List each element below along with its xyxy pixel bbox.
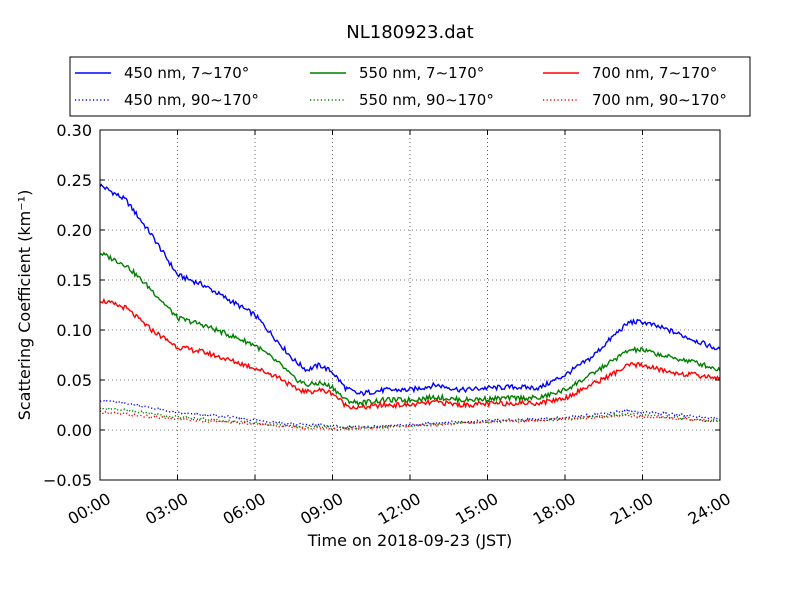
y-tick-label: −0.05 xyxy=(43,471,92,490)
y-tick-label: 0.05 xyxy=(56,371,92,390)
x-tick-label: 03:00 xyxy=(142,489,191,529)
y-tick-label: 0.25 xyxy=(56,171,92,190)
x-axis-label: Time on 2018-09-23 (JST) xyxy=(307,531,512,550)
x-tick-label: 12:00 xyxy=(375,489,424,529)
y-tick-label: 0.10 xyxy=(56,321,92,340)
series-layer xyxy=(99,183,721,432)
legend-label: 450 nm, 90∼170° xyxy=(124,91,259,109)
series-line xyxy=(99,398,721,430)
series-line xyxy=(99,406,721,431)
x-tick-label: 00:00 xyxy=(65,489,114,529)
legend-label: 550 nm, 90∼170° xyxy=(359,91,494,109)
y-tick-label: 0.30 xyxy=(56,121,92,140)
chart-title: NL180923.dat xyxy=(346,22,473,43)
y-axis-label: Scattering Coefficient (km⁻¹) xyxy=(15,190,34,421)
x-tick-label: 09:00 xyxy=(297,489,346,529)
x-tick-label: 21:00 xyxy=(607,489,656,529)
series-line xyxy=(99,410,721,432)
x-tick-label: 24:00 xyxy=(685,489,734,529)
legend-label: 550 nm, 7∼170° xyxy=(359,64,484,82)
legend-label: 450 nm, 7∼170° xyxy=(124,64,249,82)
series-line xyxy=(99,297,721,410)
series-line xyxy=(99,183,721,397)
x-tick-label: 06:00 xyxy=(220,489,269,529)
legend-label: 700 nm, 90∼170° xyxy=(592,91,727,109)
y-tick-label: 0.15 xyxy=(56,271,92,290)
grid xyxy=(100,130,720,480)
x-tick-label: 15:00 xyxy=(452,489,501,529)
x-tick-label: 18:00 xyxy=(530,489,579,529)
y-tick-label: 0.20 xyxy=(56,221,92,240)
series-line xyxy=(99,251,721,408)
legend-frame xyxy=(69,56,751,117)
legend: 450 nm, 7∼170° 550 nm, 7∼170° 700 nm, 7∼17… xyxy=(69,56,751,117)
y-tick-label: 0.00 xyxy=(56,421,92,440)
plot-frame xyxy=(99,129,721,481)
legend-label: 700 nm, 7∼170° xyxy=(592,64,717,82)
